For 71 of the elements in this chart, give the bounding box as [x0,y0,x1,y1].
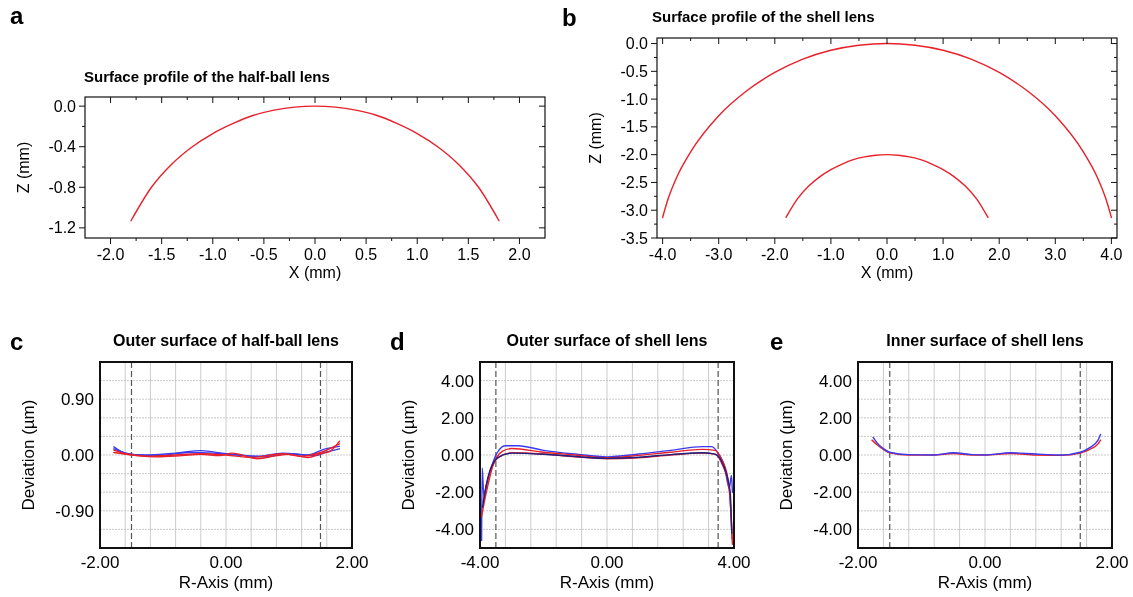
x-tick-label: -1.0 [198,246,227,263]
x-axis-title: R-Axis (mm) [559,573,655,592]
y-axis-title: Deviation (µm) [777,399,796,511]
x-tick-label: 0.00 [590,553,624,572]
text: d [390,328,405,355]
text: a [10,2,24,29]
y-tick-label: -2.00 [813,483,852,503]
x-axis-title: X (mm) [860,264,914,281]
y-tick-label: -3.5 [620,229,649,247]
chart-title: Surface profile of the shell lens [652,8,875,25]
y-tick-label: -1.5 [620,118,649,136]
text: c [10,328,24,355]
y-tick-label: -0.8 [48,178,77,196]
y-axis-title: Deviation (µm) [19,399,38,511]
y-tick-label: 4.00 [818,371,852,391]
x-tick-label: -0.5 [250,246,278,263]
text: e [770,328,784,355]
y-tick-label: 2.00 [818,408,852,428]
x-axis-title: X (mm) [288,264,342,281]
y-tick-label: 0.00 [60,445,94,465]
x-tick-label: 2.0 [988,246,1011,263]
x-tick-label: 4.00 [717,553,751,572]
y-axis-title: Deviation (µm) [399,399,418,511]
x-tick-label: 3.0 [1044,246,1067,263]
x-tick-label: 2.0 [508,246,531,263]
y-tick-label: -1.2 [48,219,77,237]
x-tick-label: -2.0 [761,246,789,263]
text: b [562,4,577,31]
y-tick-label: -3.0 [620,201,649,219]
x-tick-label: -3.0 [704,246,733,263]
y-tick-label: 0.0 [625,35,649,53]
x-tick-label: -2.00 [80,553,120,572]
x-tick-label: -2.0 [96,246,125,263]
chart-title: Outer surface of half-ball lens [113,332,340,349]
y-tick-label: -0.4 [48,138,77,156]
y-tick-label: 0.00 [818,445,852,465]
x-tick-label: -2.00 [838,553,878,572]
x-tick-label: 0.00 [968,553,1002,572]
chart-title: Inner surface of shell lens [886,332,1084,349]
x-tick-label: -4.0 [648,246,677,263]
y-tick-label: 0.0 [53,97,77,115]
y-tick-label: -4.00 [435,520,474,540]
y-tick-label: 0.00 [440,445,474,465]
y-tick-label: -4.00 [813,520,852,540]
x-tick-label: 0.0 [875,246,899,263]
x-tick-label: 0.00 [209,553,243,572]
y-tick-label: -2.00 [435,483,474,503]
y-tick-label: 2.00 [440,408,474,428]
y-tick-label: -1.0 [620,90,649,108]
y-tick-label: -2.0 [620,146,649,164]
x-tick-label: 2.00 [335,553,369,572]
x-axis-title: R-Axis (mm) [178,573,274,592]
x-tick-label: 0.0 [303,246,327,263]
y-axis-title: Z (mm) [587,112,604,164]
x-tick-label: 1.0 [931,246,955,263]
chart-title: Outer surface of shell lens [506,332,708,349]
y-tick-label: 0.90 [60,390,94,410]
x-tick-label: 4.0 [1100,246,1123,263]
x-tick-label: -4.00 [460,553,500,572]
x-tick-label: -1.5 [147,246,176,263]
chart-title: Surface profile of the half-ball lens [84,68,330,85]
x-tick-label: 2.00 [1095,553,1129,572]
y-tick-label: -2.5 [620,174,649,192]
x-tick-label: 1.5 [457,246,480,263]
x-tick-label: 1.0 [406,246,429,263]
y-tick-label: -0.5 [620,62,649,80]
y-tick-label: -0.90 [55,501,94,521]
y-axis-title: Z (mm) [15,141,32,194]
x-tick-label: 0.5 [354,246,378,263]
x-axis-title: R-Axis (mm) [937,573,1033,592]
y-tick-label: 4.00 [440,371,474,391]
